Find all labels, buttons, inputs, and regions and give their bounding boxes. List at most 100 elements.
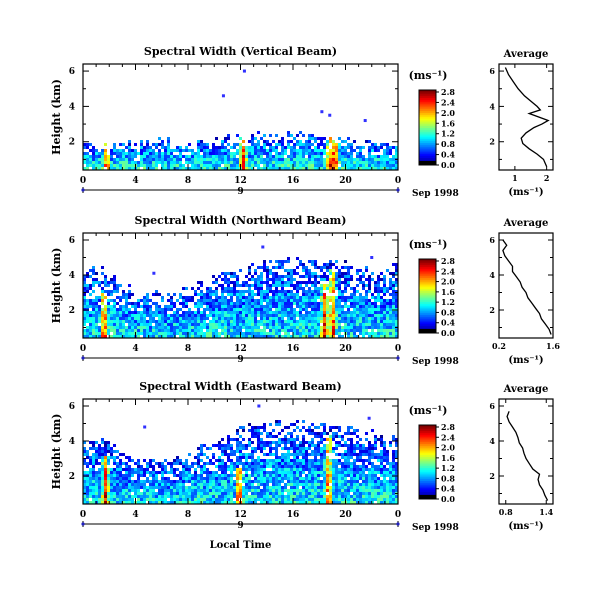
heatmap-cell — [248, 335, 251, 338]
heatmap-cell — [278, 299, 281, 302]
heatmap-cell — [245, 275, 248, 278]
heatmap-cell — [392, 263, 395, 266]
heatmap-cell — [308, 161, 311, 164]
heatmap-cell — [122, 290, 125, 293]
heatmap-cell — [224, 317, 227, 320]
heatmap-cell — [392, 468, 395, 471]
heatmap-cell — [251, 329, 254, 332]
heatmap-cell — [374, 284, 377, 287]
heatmap-cell — [260, 314, 263, 317]
heatmap-cell — [119, 462, 122, 465]
heatmap-cell — [341, 275, 344, 278]
heatmap-cell — [128, 146, 131, 149]
heatmap-cell — [275, 492, 278, 495]
heatmap-cell — [209, 302, 212, 305]
heatmap-cell — [212, 462, 215, 465]
heatmap-cell — [341, 155, 344, 158]
heatmap-cell — [260, 281, 263, 284]
heatmap-cell — [110, 314, 113, 317]
heatmap-cell — [227, 320, 230, 323]
heatmap-cell — [275, 278, 278, 281]
heatmap-cell — [347, 329, 350, 332]
heatmap-cell — [233, 489, 236, 492]
heatmap-cell — [116, 158, 119, 161]
heatmap-cell — [320, 290, 323, 293]
heatmap-cell — [275, 149, 278, 152]
heatmap-cell — [233, 308, 236, 311]
heatmap-cell — [182, 501, 185, 504]
heatmap-cell — [311, 474, 314, 477]
heatmap-cell — [158, 149, 161, 152]
heatmap-cell — [101, 468, 104, 471]
heatmap-cell — [104, 308, 107, 311]
heatmap-cell — [173, 332, 176, 335]
heatmap-cell — [299, 474, 302, 477]
heatmap-cell — [329, 492, 332, 495]
heatmap-cell — [269, 441, 272, 444]
heatmap-cell — [113, 305, 116, 308]
heatmap-cell — [272, 140, 275, 143]
heatmap-cell — [152, 486, 155, 489]
heatmap-cell — [176, 323, 179, 326]
heatmap-cell — [341, 314, 344, 317]
heatmap-cell — [347, 465, 350, 468]
heatmap-cell — [278, 260, 281, 263]
heatmap-cell — [254, 471, 257, 474]
heatmap-cell — [311, 438, 314, 441]
heatmap-cell — [266, 501, 269, 504]
heatmap-cell — [383, 158, 386, 161]
heatmap-cell — [338, 441, 341, 444]
heatmap-cell — [389, 329, 392, 332]
heatmap-cell — [323, 471, 326, 474]
heatmap-cell — [311, 299, 314, 302]
heatmap-cell — [350, 468, 353, 471]
heatmap-cell — [104, 489, 107, 492]
heatmap-cell — [245, 480, 248, 483]
heatmap-cell — [386, 462, 389, 465]
heatmap-cell — [386, 155, 389, 158]
heatmap-cell — [293, 477, 296, 480]
heatmap-cell — [329, 164, 332, 167]
heatmap-cell — [374, 317, 377, 320]
heatmap-cell — [356, 296, 359, 299]
heatmap-cell — [254, 332, 257, 335]
heatmap-cell — [179, 329, 182, 332]
heatmap-cell — [371, 465, 374, 468]
heatmap-cell — [164, 459, 167, 462]
heatmap-cell — [257, 329, 260, 332]
heatmap-cell — [191, 480, 194, 483]
heatmap-cell — [104, 462, 107, 465]
heatmap-cell — [347, 143, 350, 146]
heatmap-cell — [272, 326, 275, 329]
heatmap-cell — [224, 161, 227, 164]
colorbar-band — [419, 271, 436, 275]
heatmap-cell — [257, 155, 260, 158]
heatmap-cell — [143, 149, 146, 152]
heatmap-cell — [215, 287, 218, 290]
heatmap-cell — [257, 447, 260, 450]
heatmap-cell — [302, 459, 305, 462]
heatmap-cell — [368, 314, 371, 317]
heatmap-cell — [368, 302, 371, 305]
heatmap-cell — [332, 332, 335, 335]
heatmap-cell — [299, 263, 302, 266]
heatmap-cell — [89, 492, 92, 495]
heatmap-cell — [203, 314, 206, 317]
heatmap-cell — [299, 335, 302, 338]
heatmap-cell — [257, 335, 260, 338]
heatmap-cell — [299, 492, 302, 495]
colorbar-band — [419, 121, 436, 125]
heatmap-cell — [101, 441, 104, 444]
heatmap-cell — [266, 140, 269, 143]
heatmap-cell — [296, 477, 299, 480]
heatmap-cell — [347, 468, 350, 471]
heatmap-cell — [119, 465, 122, 468]
heatmap-cell — [248, 155, 251, 158]
heatmap-cell — [239, 444, 242, 447]
heatmap-cell — [308, 260, 311, 263]
heatmap-cell — [290, 495, 293, 498]
heatmap-cell — [92, 317, 95, 320]
heatmap-cell — [263, 314, 266, 317]
heatmap-cell — [251, 480, 254, 483]
heatmap-cell — [119, 480, 122, 483]
